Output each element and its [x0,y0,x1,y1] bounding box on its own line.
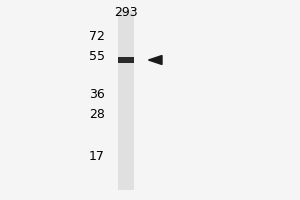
Text: 72: 72 [89,29,105,43]
Bar [118,10,134,190]
Text: 36: 36 [89,88,105,100]
Bar [118,57,134,63]
Polygon shape [148,56,162,64]
Text: 28: 28 [89,108,105,120]
Text: 293: 293 [114,6,138,20]
Text: 17: 17 [89,150,105,164]
Text: 55: 55 [89,49,105,62]
